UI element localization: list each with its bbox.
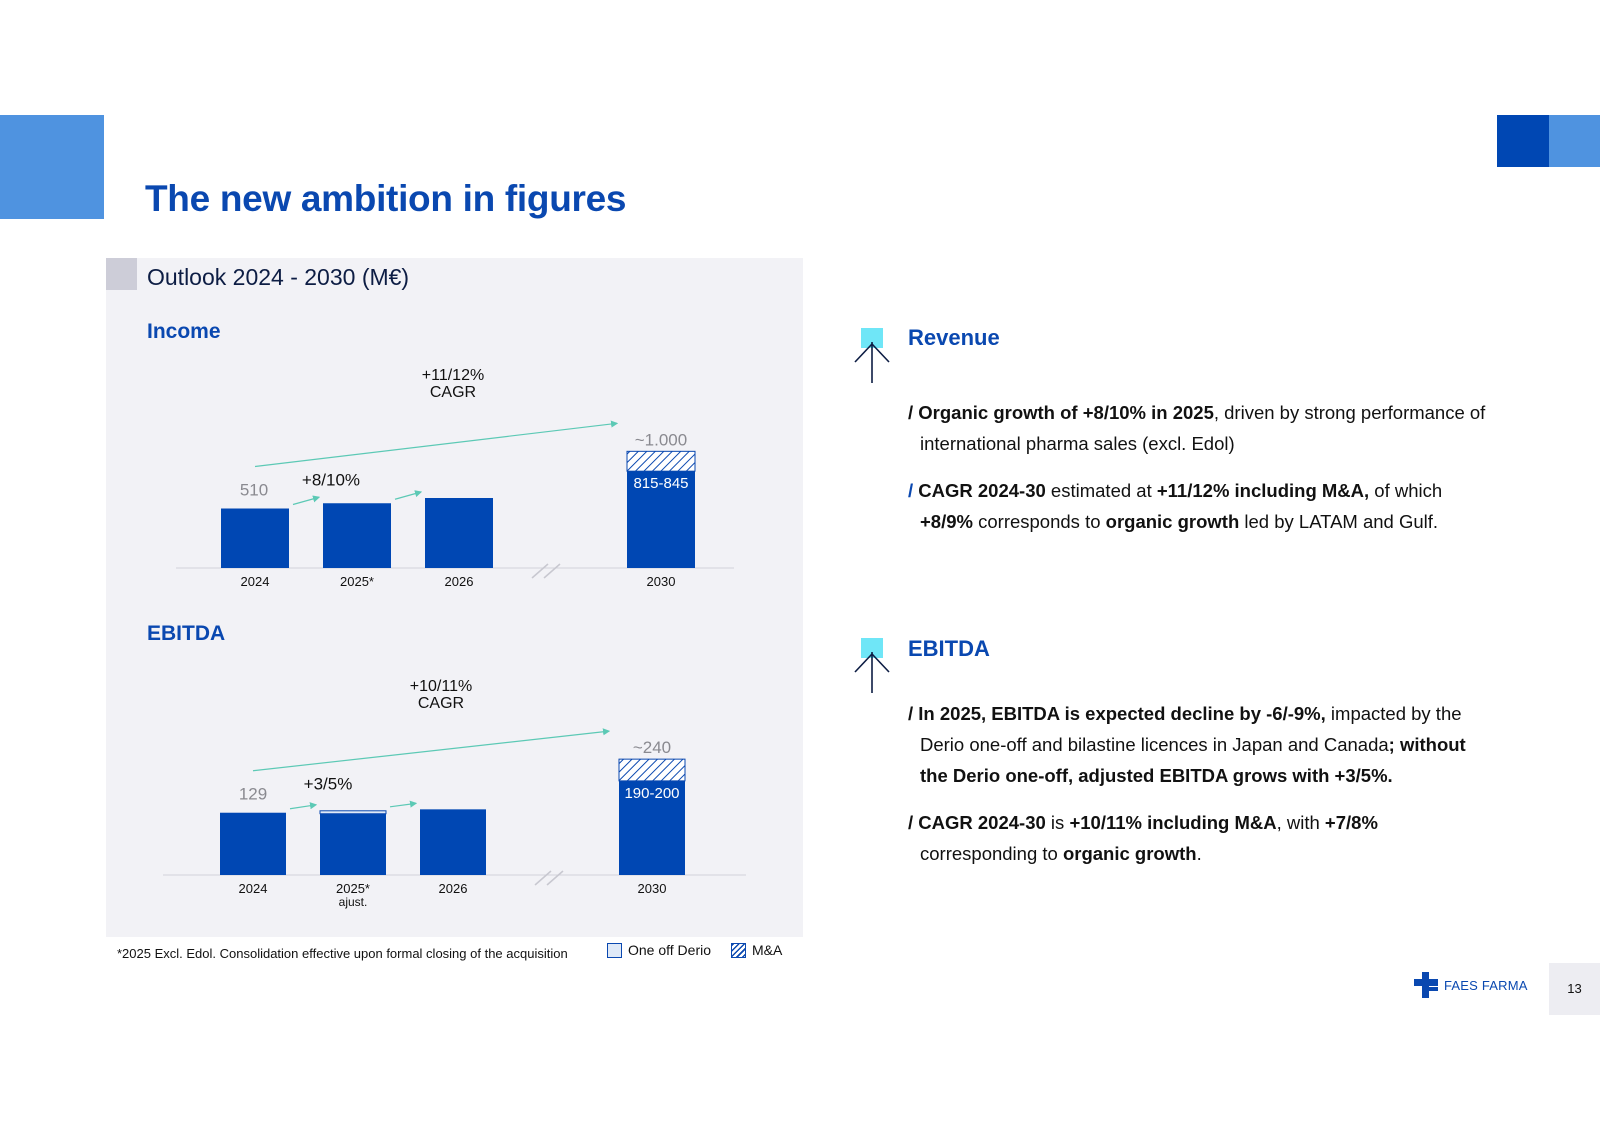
total-value-label: 510 — [240, 481, 268, 500]
decorative-square-right-dark — [1497, 115, 1549, 167]
ebitda-bar-chart: 2024 129 2025*ajust. 2026 2030 190-200 ~240 +3/… — [163, 678, 746, 909]
income-chart-title: Income — [147, 320, 221, 343]
growth-label: +3/5% — [304, 775, 353, 794]
decorative-square-right-light — [1549, 115, 1600, 167]
revenue-bullet-2: / CAGR 2024-30 estimated at +11/12% incl… — [908, 480, 1443, 532]
footnote: *2025 Excl. Edol. Consolidation effectiv… — [117, 946, 568, 961]
growth-arrow — [394, 490, 423, 500]
bar-segment-ma — [626, 450, 696, 472]
bar-value-label: 190-200 — [624, 785, 679, 802]
page-number: 13 — [1567, 981, 1582, 996]
company-logo: FAES FARMA — [1414, 972, 1528, 998]
growth-arrow — [292, 495, 321, 506]
ebitda-bullet-1: / In 2025, EBITDA is expected decline by… — [908, 703, 1466, 786]
bar-segment-oneoff — [319, 810, 387, 815]
panel-title: Outlook 2024 - 2030 (M€) — [147, 264, 410, 290]
x-tick-label: 2024 — [241, 574, 270, 589]
decorative-square-left — [0, 115, 104, 219]
axis-break-mark — [546, 870, 564, 886]
x-tick-label: 2024 — [239, 881, 268, 896]
bar-value-label: 815-845 — [633, 475, 688, 492]
income-bar-chart: 2024 510 2025* 2026 2030 815-845 ~1.000 +8/10% +… — [176, 367, 734, 589]
ebitda-bullet-2: / CAGR 2024-30 is +10/11% including M&A,… — [908, 812, 1378, 864]
legend-oneoff-label: One off Derio — [628, 942, 712, 958]
page-title: The new ambition in figures — [145, 178, 627, 219]
total-value-label: ~240 — [633, 738, 671, 757]
axis-break-mark — [534, 870, 552, 886]
ebitda-chart-title: EBITDA — [147, 622, 226, 645]
x-tick-label: 2026 — [439, 881, 468, 896]
growth-label: +8/10% — [302, 471, 360, 490]
x-tick-label: 2026 — [445, 574, 474, 589]
panel-marker — [106, 258, 137, 290]
cagr-label: +11/12% — [422, 367, 484, 384]
bar-2030 — [627, 471, 695, 568]
cagr-arrow — [252, 728, 611, 772]
total-value-label: 129 — [239, 785, 267, 804]
cagr-arrow — [254, 420, 619, 468]
bar-2026 — [425, 498, 493, 568]
arrow-flag-icon — [854, 638, 890, 693]
x-tick-label: 2030 — [647, 574, 676, 589]
bar-2024 — [221, 508, 289, 568]
legend-ma-label: M&A — [752, 942, 783, 958]
logo-cross-icon — [1414, 972, 1438, 998]
page-number-box: 13 — [1549, 963, 1600, 1015]
ebitda-heading: EBITDA — [908, 636, 990, 661]
revenue-bullets: / Organic growth of +8/10% in 2025, driv… — [908, 397, 1488, 553]
bar-2025 — [323, 503, 391, 568]
revenue-bullet-1: / Organic growth of +8/10% in 2025, driv… — [908, 402, 1486, 454]
logo-text: FAES FARMA — [1444, 977, 1528, 993]
x-tick-sublabel: ajust. — [339, 895, 368, 909]
ebitda-bullets: / In 2025, EBITDA is expected decline by… — [908, 698, 1488, 885]
revenue-heading: Revenue — [908, 325, 1000, 350]
x-tick-label: 2030 — [638, 881, 667, 896]
growth-arrow — [289, 802, 318, 810]
x-tick-label: 2025* — [336, 881, 370, 896]
axis-break-mark — [543, 563, 561, 579]
total-value-label: ~1.000 — [635, 430, 687, 449]
cagr-label: CAGR — [430, 384, 476, 401]
axis-break-mark — [531, 563, 549, 579]
bar-2025 — [320, 812, 386, 875]
bar-2026 — [420, 809, 486, 875]
legend-ma-swatch — [731, 942, 747, 958]
bar-2024 — [220, 812, 286, 875]
legend-oneoff-swatch — [607, 942, 622, 958]
bar-2030 — [619, 780, 685, 875]
growth-arrow — [389, 800, 418, 808]
x-tick-label: 2025* — [340, 574, 374, 589]
arrow-flag-icon — [854, 328, 890, 383]
chart-legend: One off Derio M&A — [607, 942, 782, 958]
cagr-label: +10/11% — [410, 678, 472, 695]
cagr-label: CAGR — [418, 695, 464, 712]
bar-segment-ma — [618, 758, 686, 782]
